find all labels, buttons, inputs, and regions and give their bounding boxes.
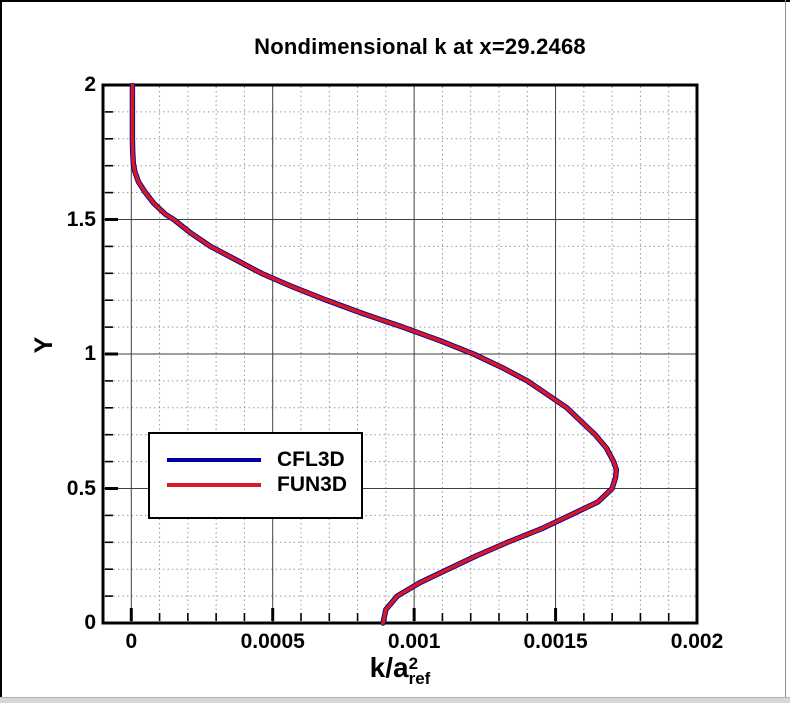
x-tick-label: 0.001 bbox=[387, 630, 441, 653]
x-tick-label: 0 bbox=[125, 630, 138, 653]
legend-box: CFL3D FUN3D bbox=[148, 432, 363, 519]
fun3d-legend-line bbox=[167, 482, 261, 487]
y-tick-label: 0.5 bbox=[66, 476, 96, 500]
x-axis-title-subscript: ref bbox=[408, 668, 431, 688]
window-border-top bbox=[0, 0, 790, 2]
x-tick-label: 0.0015 bbox=[523, 630, 588, 653]
window-border-right bbox=[785, 0, 786, 703]
x-axis-title: k/a 2 ref bbox=[300, 652, 500, 688]
window-bottom-bar bbox=[0, 697, 790, 703]
x-axis-title-superscript: 2 bbox=[408, 653, 419, 673]
y-tick-label: 0 bbox=[84, 611, 96, 634]
plot-canvas bbox=[101, 83, 699, 626]
window-border-left bbox=[0, 0, 2, 697]
legend-entry-cfl3d: CFL3D bbox=[150, 447, 361, 472]
legend-entry-fun3d: FUN3D bbox=[150, 472, 361, 497]
y-tick-label: 1 bbox=[84, 342, 96, 365]
x-tick-label: 0.0005 bbox=[240, 630, 305, 653]
x-tick-label: 0.002 bbox=[670, 630, 724, 653]
cfl3d-legend-line bbox=[167, 457, 261, 462]
x-axis-title-base: k/a bbox=[369, 652, 409, 683]
x-axis-title-stack: 2 ref bbox=[408, 653, 431, 688]
fun3d-curve bbox=[130, 83, 619, 625]
cfl3d-legend-label: CFL3D bbox=[277, 448, 345, 471]
y-tick-label: 2 bbox=[84, 73, 96, 96]
fun3d-legend-label: FUN3D bbox=[277, 473, 348, 496]
axis-frame bbox=[101, 83, 699, 625]
y-tick-label: 1.5 bbox=[66, 207, 96, 231]
plot-title: Nondimensional k at x=29.2468 bbox=[254, 34, 586, 59]
